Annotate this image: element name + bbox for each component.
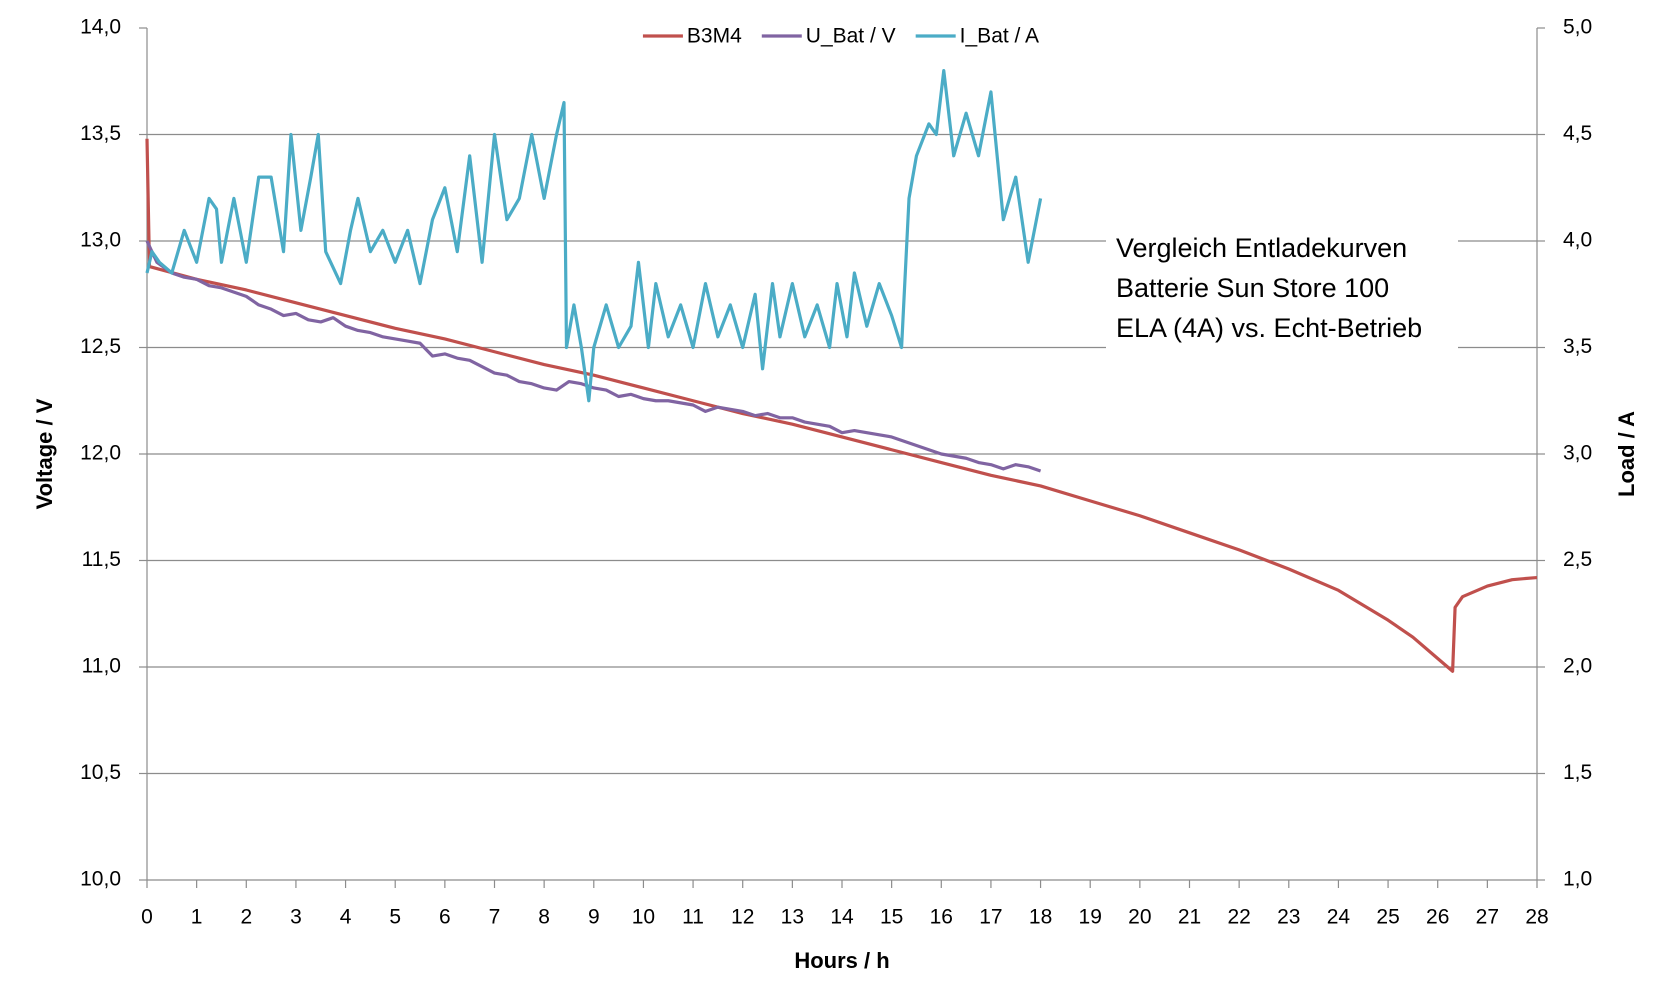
annotation: Batterie Sun Store 100 [1116, 273, 1389, 303]
y-tick-label: 12,5 [80, 335, 121, 358]
x-tick-label: 13 [781, 906, 804, 929]
x-tick-label: 10 [632, 906, 655, 929]
y2-tick-label: 3,0 [1563, 442, 1592, 465]
annotation: ELA (4A) vs. Echt-Betrieb [1116, 313, 1422, 343]
series-line [145, 138, 1538, 673]
y2-tick-label: 4,0 [1563, 229, 1592, 252]
y2-tick-label: 1,0 [1563, 868, 1592, 891]
x-axis-title: Hours / h [794, 948, 889, 973]
x-tick-label: 18 [1029, 906, 1052, 929]
x-tick-label: 17 [979, 906, 1002, 929]
legend-label: I_Bat / A [960, 25, 1039, 48]
annotation-box [1106, 228, 1458, 354]
x-tick-label: 16 [930, 906, 953, 929]
x-tick-label: 5 [389, 906, 401, 929]
x-tick-label: 19 [1079, 906, 1102, 929]
y2-tick-label: 1,5 [1563, 761, 1592, 784]
y-tick-label: 13,5 [80, 122, 121, 145]
x-tick-label: 21 [1178, 906, 1201, 929]
y2-tick-label: 4,5 [1563, 122, 1592, 145]
x-tick-label: 23 [1277, 906, 1300, 929]
y2-tick-label: 2,5 [1563, 548, 1592, 571]
y2-tick-label: 5,0 [1563, 16, 1592, 39]
legend-label: B3M4 [687, 25, 742, 48]
y-tick-label: 11,5 [82, 548, 121, 571]
x-tick-label: 24 [1327, 906, 1351, 929]
x-tick-label: 7 [489, 906, 501, 929]
x-tick-label: 25 [1376, 906, 1399, 929]
y2-tick-label: 3,5 [1563, 335, 1592, 358]
x-tick-label: 27 [1476, 906, 1499, 929]
y-tick-label: 14,0 [80, 16, 121, 39]
x-tick-label: 22 [1227, 906, 1250, 929]
x-tick-label: 4 [340, 906, 352, 929]
x-tick-label: 26 [1426, 906, 1449, 929]
x-tick-label: 11 [682, 906, 704, 929]
x-tick-label: 0 [141, 906, 153, 929]
y-tick-label: 13,0 [80, 229, 121, 252]
y2-axis-title: Load / A [1614, 411, 1639, 497]
legend: B3M4 U_Bat / V I_Bat / A [634, 20, 1050, 54]
x-tick-label: 9 [588, 906, 600, 929]
x-tick-label: 8 [538, 906, 550, 929]
y-axis-title: Voltage / V [32, 398, 57, 509]
y-tick-label: 11,0 [82, 655, 121, 678]
x-tick-label: 28 [1525, 906, 1548, 929]
x-tick-label: 2 [240, 906, 252, 929]
x-tick-label: 15 [880, 906, 903, 929]
x-tick-label: 20 [1128, 906, 1151, 929]
y2-tick-label: 2,0 [1563, 655, 1592, 678]
series-line [145, 69, 1043, 403]
x-tick-label: 14 [830, 906, 854, 929]
x-tick-label: 6 [439, 906, 451, 929]
x-tick-label: 1 [191, 906, 203, 929]
y-tick-label: 10,5 [80, 761, 121, 784]
annotation: Vergleich Entladekurven [1116, 233, 1407, 263]
y-tick-label: 10,0 [80, 868, 121, 891]
x-tick-label: 3 [290, 906, 302, 929]
series-line [145, 240, 1042, 473]
x-tick-label: 12 [731, 906, 754, 929]
legend-label: U_Bat / V [806, 25, 896, 48]
legend-bg [634, 20, 1050, 54]
y-tick-label: 12,0 [80, 442, 121, 465]
